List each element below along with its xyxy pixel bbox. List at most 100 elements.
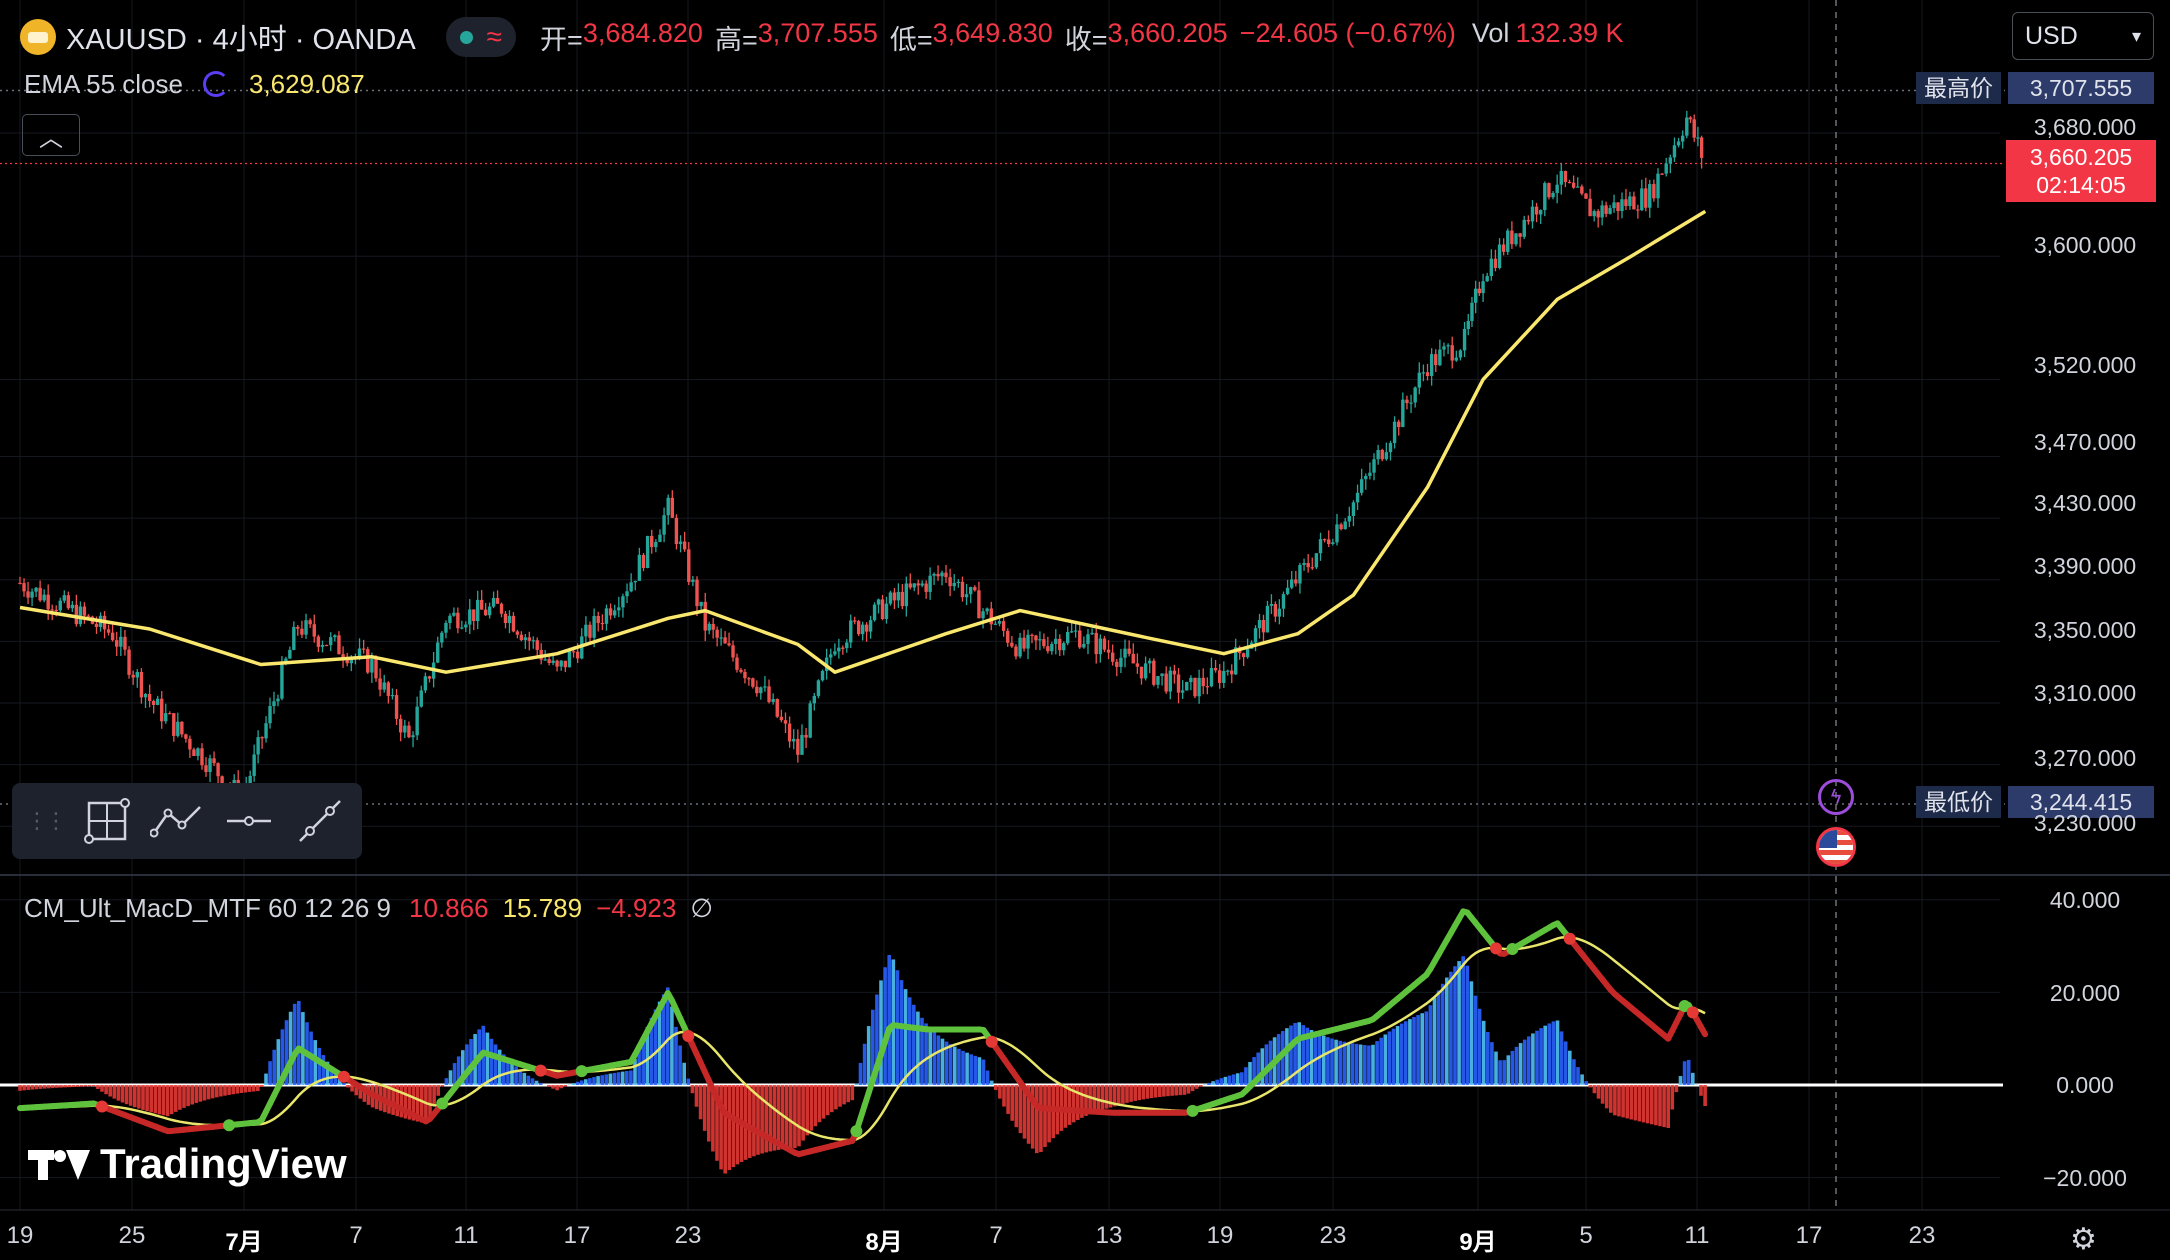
macd-histogram-bar xyxy=(866,1026,871,1085)
measure-tool-icon[interactable] xyxy=(78,790,135,852)
candle-body xyxy=(1197,677,1201,697)
candle-body xyxy=(329,637,333,646)
macd-histogram-bar xyxy=(231,1085,235,1095)
path-tool-icon[interactable] xyxy=(149,790,206,852)
macd-histogram-bar xyxy=(903,989,908,1085)
macd-cross-dot xyxy=(96,1100,108,1113)
macd-histogram-bar xyxy=(399,1085,404,1118)
candle-body xyxy=(884,603,889,619)
ohlc-values: 开= 3,684.820 高= 3,707.555 低= 3,649.830 收= 3,… xyxy=(540,17,1624,55)
candle-body xyxy=(739,669,743,672)
candle-body xyxy=(1018,637,1022,657)
macd-histogram-bar xyxy=(563,1085,568,1087)
candle-body xyxy=(1409,402,1413,404)
candle-body xyxy=(1668,157,1673,164)
candle-body xyxy=(1201,677,1205,687)
gold-symbol-icon[interactable] xyxy=(20,19,56,55)
macd-histogram-bar xyxy=(1248,1061,1252,1085)
macd-name[interactable]: CM_Ult_MacD_MTF 60 12 26 9 xyxy=(24,892,392,923)
candle-body xyxy=(208,758,212,773)
macd-histogram-bar xyxy=(682,1062,686,1085)
us-flag-event-icon[interactable] xyxy=(1816,827,1856,867)
macd-histogram-bar xyxy=(674,1026,678,1085)
candle-body xyxy=(26,591,30,598)
macd-histogram-bar xyxy=(1112,1085,1117,1107)
candle-body xyxy=(559,660,563,667)
candle-body xyxy=(670,497,675,518)
macd-histogram-bar xyxy=(1498,1060,1502,1085)
candle-body xyxy=(731,645,735,658)
candle-body xyxy=(1485,276,1489,282)
macd-histogram-bar xyxy=(145,1085,149,1112)
ema-legend[interactable]: EMA 55 close 3,629.087 xyxy=(24,66,365,102)
candle-body xyxy=(1473,288,1478,303)
macd-histogram-bar xyxy=(1108,1085,1113,1108)
candle-body xyxy=(1038,639,1042,641)
macd-tick: 40.000 xyxy=(2049,887,2121,913)
macd-histogram-bar xyxy=(948,1044,953,1085)
macd-tick: 20.000 xyxy=(2049,980,2121,1006)
market-status[interactable]: ≈ xyxy=(445,17,517,57)
currency-select[interactable]: USD ▾ xyxy=(2012,12,2154,60)
macd-histogram-bar xyxy=(1240,1072,1244,1085)
candle-body xyxy=(1014,646,1018,657)
macd-histogram-bar xyxy=(1174,1085,1178,1096)
macd-histogram-bar xyxy=(629,1070,633,1085)
candle-body xyxy=(981,611,985,619)
candle-body xyxy=(491,597,496,607)
macd-histogram-bar xyxy=(124,1085,129,1105)
candle-body xyxy=(1580,186,1584,194)
candle-body xyxy=(1454,357,1459,361)
candle-body xyxy=(135,671,139,678)
macd-histogram-bar xyxy=(1506,1055,1511,1085)
trend-line-tool-icon[interactable] xyxy=(291,790,348,852)
macd-histogram-bar xyxy=(530,1078,535,1085)
macd-histogram-bar xyxy=(789,1085,793,1149)
candle-body xyxy=(316,636,321,647)
collapse-legend-button[interactable]: ︿ xyxy=(22,114,80,156)
macd-histogram-bar xyxy=(1375,1041,1379,1085)
candle-body xyxy=(1322,539,1327,541)
candle-body xyxy=(920,583,924,586)
macd-histogram-bar xyxy=(1543,1025,1547,1085)
candle-body xyxy=(1660,173,1664,175)
candle-body xyxy=(1148,660,1152,664)
chart-settings-icon[interactable]: ⚙ xyxy=(2070,1223,2097,1256)
candle-body xyxy=(1302,562,1306,565)
macd-histogram-bar xyxy=(1461,956,1465,1085)
macd-legend[interactable]: CM_Ult_MacD_MTF 60 12 26 9 10.866 15.789… xyxy=(24,890,713,926)
candle-body xyxy=(448,615,452,623)
macd-histogram-bar xyxy=(977,1057,982,1085)
macd-histogram-bar xyxy=(875,994,879,1085)
macd-histogram-bar xyxy=(760,1085,764,1154)
lightning-event-icon[interactable]: ϟ xyxy=(1818,779,1854,815)
candle-body xyxy=(1269,604,1274,606)
macd-histogram-bar xyxy=(1465,965,1470,1085)
macd-histogram-bar xyxy=(620,1071,625,1085)
candle-body xyxy=(147,693,152,701)
candle-body xyxy=(1261,619,1266,633)
macd-histogram-bar xyxy=(342,1083,346,1085)
macd-histogram-bar xyxy=(916,1011,920,1085)
symbol-title[interactable]: XAUUSD · 4小时 · OANDA xyxy=(66,24,416,56)
candle-body xyxy=(1588,198,1592,217)
low-label-tag: 最低价 xyxy=(1916,786,2001,818)
candle-body xyxy=(394,695,399,719)
candle-body xyxy=(1058,638,1062,651)
macd-histogram-bar xyxy=(1469,981,1474,1085)
ema-value: 3,629.087 xyxy=(248,68,365,99)
macd-histogram-bar xyxy=(1358,1044,1363,1085)
macd-histogram-bar xyxy=(1440,983,1445,1085)
macd-histogram-bar xyxy=(846,1085,850,1103)
ema-name[interactable]: EMA 55 close xyxy=(24,68,183,99)
price-tick: 3,470.000 xyxy=(2033,429,2137,455)
macd-histogram-bar xyxy=(469,1039,473,1085)
candle-body xyxy=(304,620,308,635)
drag-handle-icon[interactable]: ⋮⋮ xyxy=(26,808,67,833)
macd-histogram-bar xyxy=(637,1047,641,1085)
candle-body xyxy=(1062,643,1066,651)
horizontal-line-tool-icon[interactable] xyxy=(220,790,277,852)
macd-value-2: 15.789 xyxy=(502,892,583,923)
